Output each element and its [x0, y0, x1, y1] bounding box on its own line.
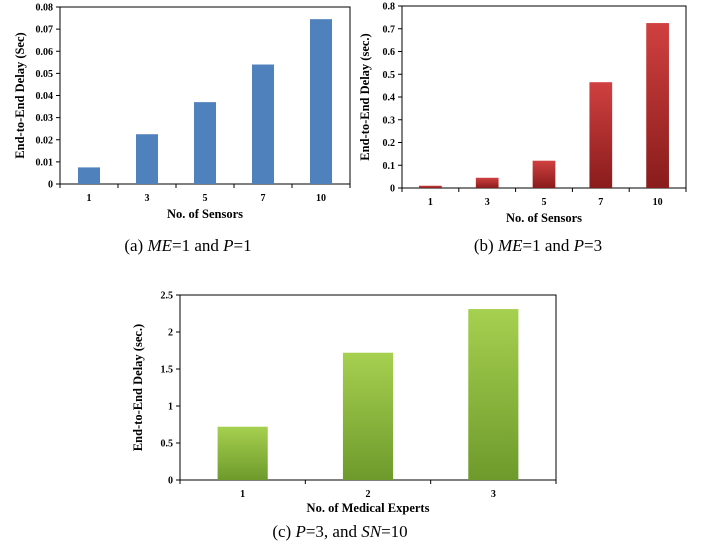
chart-b-svg: 0 0.1 0.2 0.3 0.4 0.5 0.6 0.7 0.8 1 3 5 7 10 No. of Se… — [358, 2, 687, 225]
caption-c: (c) P=3, and SN=10 — [240, 522, 440, 542]
x-tick-label: 1 — [240, 489, 245, 500]
caption-b: (b) ME=1 and P=3 — [438, 236, 638, 256]
x-tick-label: 7 — [261, 193, 266, 204]
chart-a-svg: 0 0.01 0.02 0.03 0.04 0.05 0.06 0.07 0.08 1 3 5 7 10 N… — [13, 3, 351, 221]
x-axis-label: No. of Sensors — [167, 207, 243, 221]
x-tick-label: 10 — [316, 193, 326, 204]
x-tick-label: 1 — [87, 193, 92, 204]
caption-c-prefix: (c) — [272, 522, 296, 541]
bar — [193, 102, 217, 184]
y-tick-label: 0.7 — [383, 24, 396, 35]
y-tick-label: 0.02 — [36, 135, 54, 146]
caption-b-var2: P — [573, 236, 585, 255]
bar — [251, 64, 275, 184]
caption-a-mid: =1 and — [172, 236, 224, 255]
y-tick-label: 0.05 — [36, 69, 54, 80]
y-tick-label: 0.1 — [383, 161, 396, 172]
y-tick-label: 0.07 — [36, 25, 54, 36]
caption-b-prefix: (b) — [473, 236, 498, 255]
y-tick-label: 0.5 — [161, 439, 174, 450]
y-tick-label: 1 — [168, 402, 173, 413]
y-tick-label: 2 — [168, 328, 173, 339]
y-tick-label: 0.03 — [36, 113, 54, 124]
y-tick-label: 0.2 — [383, 138, 396, 149]
y-tick-label: 0.8 — [383, 2, 396, 13]
x-tick-label: 3 — [491, 489, 496, 500]
y-tick-label: 0.4 — [383, 93, 396, 104]
y-tick-label: 0.3 — [383, 115, 396, 126]
x-tick-label: 3 — [485, 197, 490, 208]
y-tick-label: 0.04 — [36, 91, 54, 102]
y-axis-label: End-to-End Delay (sec.) — [358, 33, 372, 160]
chart-panel-b: 0 0.1 0.2 0.3 0.4 0.5 0.6 0.7 0.8 1 3 5 7 10 No. of Se… — [352, 0, 701, 232]
y-tick-label: 2.5 — [161, 291, 174, 302]
caption-c-var2: SN — [361, 522, 382, 541]
bar — [589, 82, 613, 188]
x-axis-label: No. of Sensors — [506, 211, 582, 225]
y-tick-label: 0.6 — [383, 47, 396, 58]
x-tick-label: 1 — [428, 197, 433, 208]
bar — [475, 177, 499, 188]
y-tick-label: 0.06 — [36, 47, 54, 58]
caption-c-mid: =3, and — [305, 522, 362, 541]
bar — [342, 352, 394, 480]
bar — [217, 426, 268, 480]
chart-panel-a: 0 0.01 0.02 0.03 0.04 0.05 0.06 0.07 0.08 1 3 5 7 10 N… — [0, 0, 360, 232]
bar — [309, 19, 333, 185]
bar — [77, 167, 101, 184]
x-tick-label: 3 — [145, 193, 150, 204]
x-tick-label: 2 — [366, 489, 371, 500]
x-tick-label: 5 — [542, 197, 547, 208]
y-tick-label: 0 — [390, 184, 395, 195]
caption-a: (a) ME=1 and P=1 — [88, 236, 288, 256]
y-tick-label: 0 — [168, 476, 173, 487]
y-axis-label: End-to-End Delay (Sec) — [13, 32, 27, 158]
bar — [468, 309, 519, 480]
chart-c-svg: 0 0.5 1 1.5 2 2.5 1 2 3 No. of Medical Experts End… — [131, 291, 557, 515]
caption-c-suffix: =10 — [381, 522, 408, 541]
bar — [646, 23, 669, 188]
caption-c-var1: P — [295, 522, 306, 541]
y-tick-label: 0.08 — [36, 3, 54, 14]
caption-b-var1: ME — [497, 236, 523, 255]
bar — [419, 185, 442, 188]
caption-a-var1: ME — [147, 236, 173, 255]
caption-b-mid: =1 and — [522, 236, 574, 255]
y-tick-label: 0.01 — [36, 157, 54, 168]
x-tick-label: 7 — [598, 197, 603, 208]
bar — [532, 160, 556, 188]
caption-a-suffix: =1 — [233, 236, 252, 255]
bar — [135, 134, 159, 184]
x-tick-label: 10 — [653, 197, 663, 208]
y-tick-label: 1.5 — [161, 365, 174, 376]
y-axis-label: End-to-End Delay (sec.) — [131, 324, 145, 451]
caption-a-var2: P — [223, 236, 234, 255]
caption-a-prefix: (a) — [124, 236, 148, 255]
y-tick-label: 0 — [48, 180, 53, 191]
x-tick-label: 5 — [203, 193, 208, 204]
caption-b-suffix: =3 — [584, 236, 603, 255]
y-tick-label: 0.5 — [383, 70, 396, 81]
x-axis-label: No. of Medical Experts — [307, 501, 430, 515]
chart-panel-c: 0 0.5 1 1.5 2 2.5 1 2 3 No. of Medical Experts End… — [120, 282, 560, 522]
